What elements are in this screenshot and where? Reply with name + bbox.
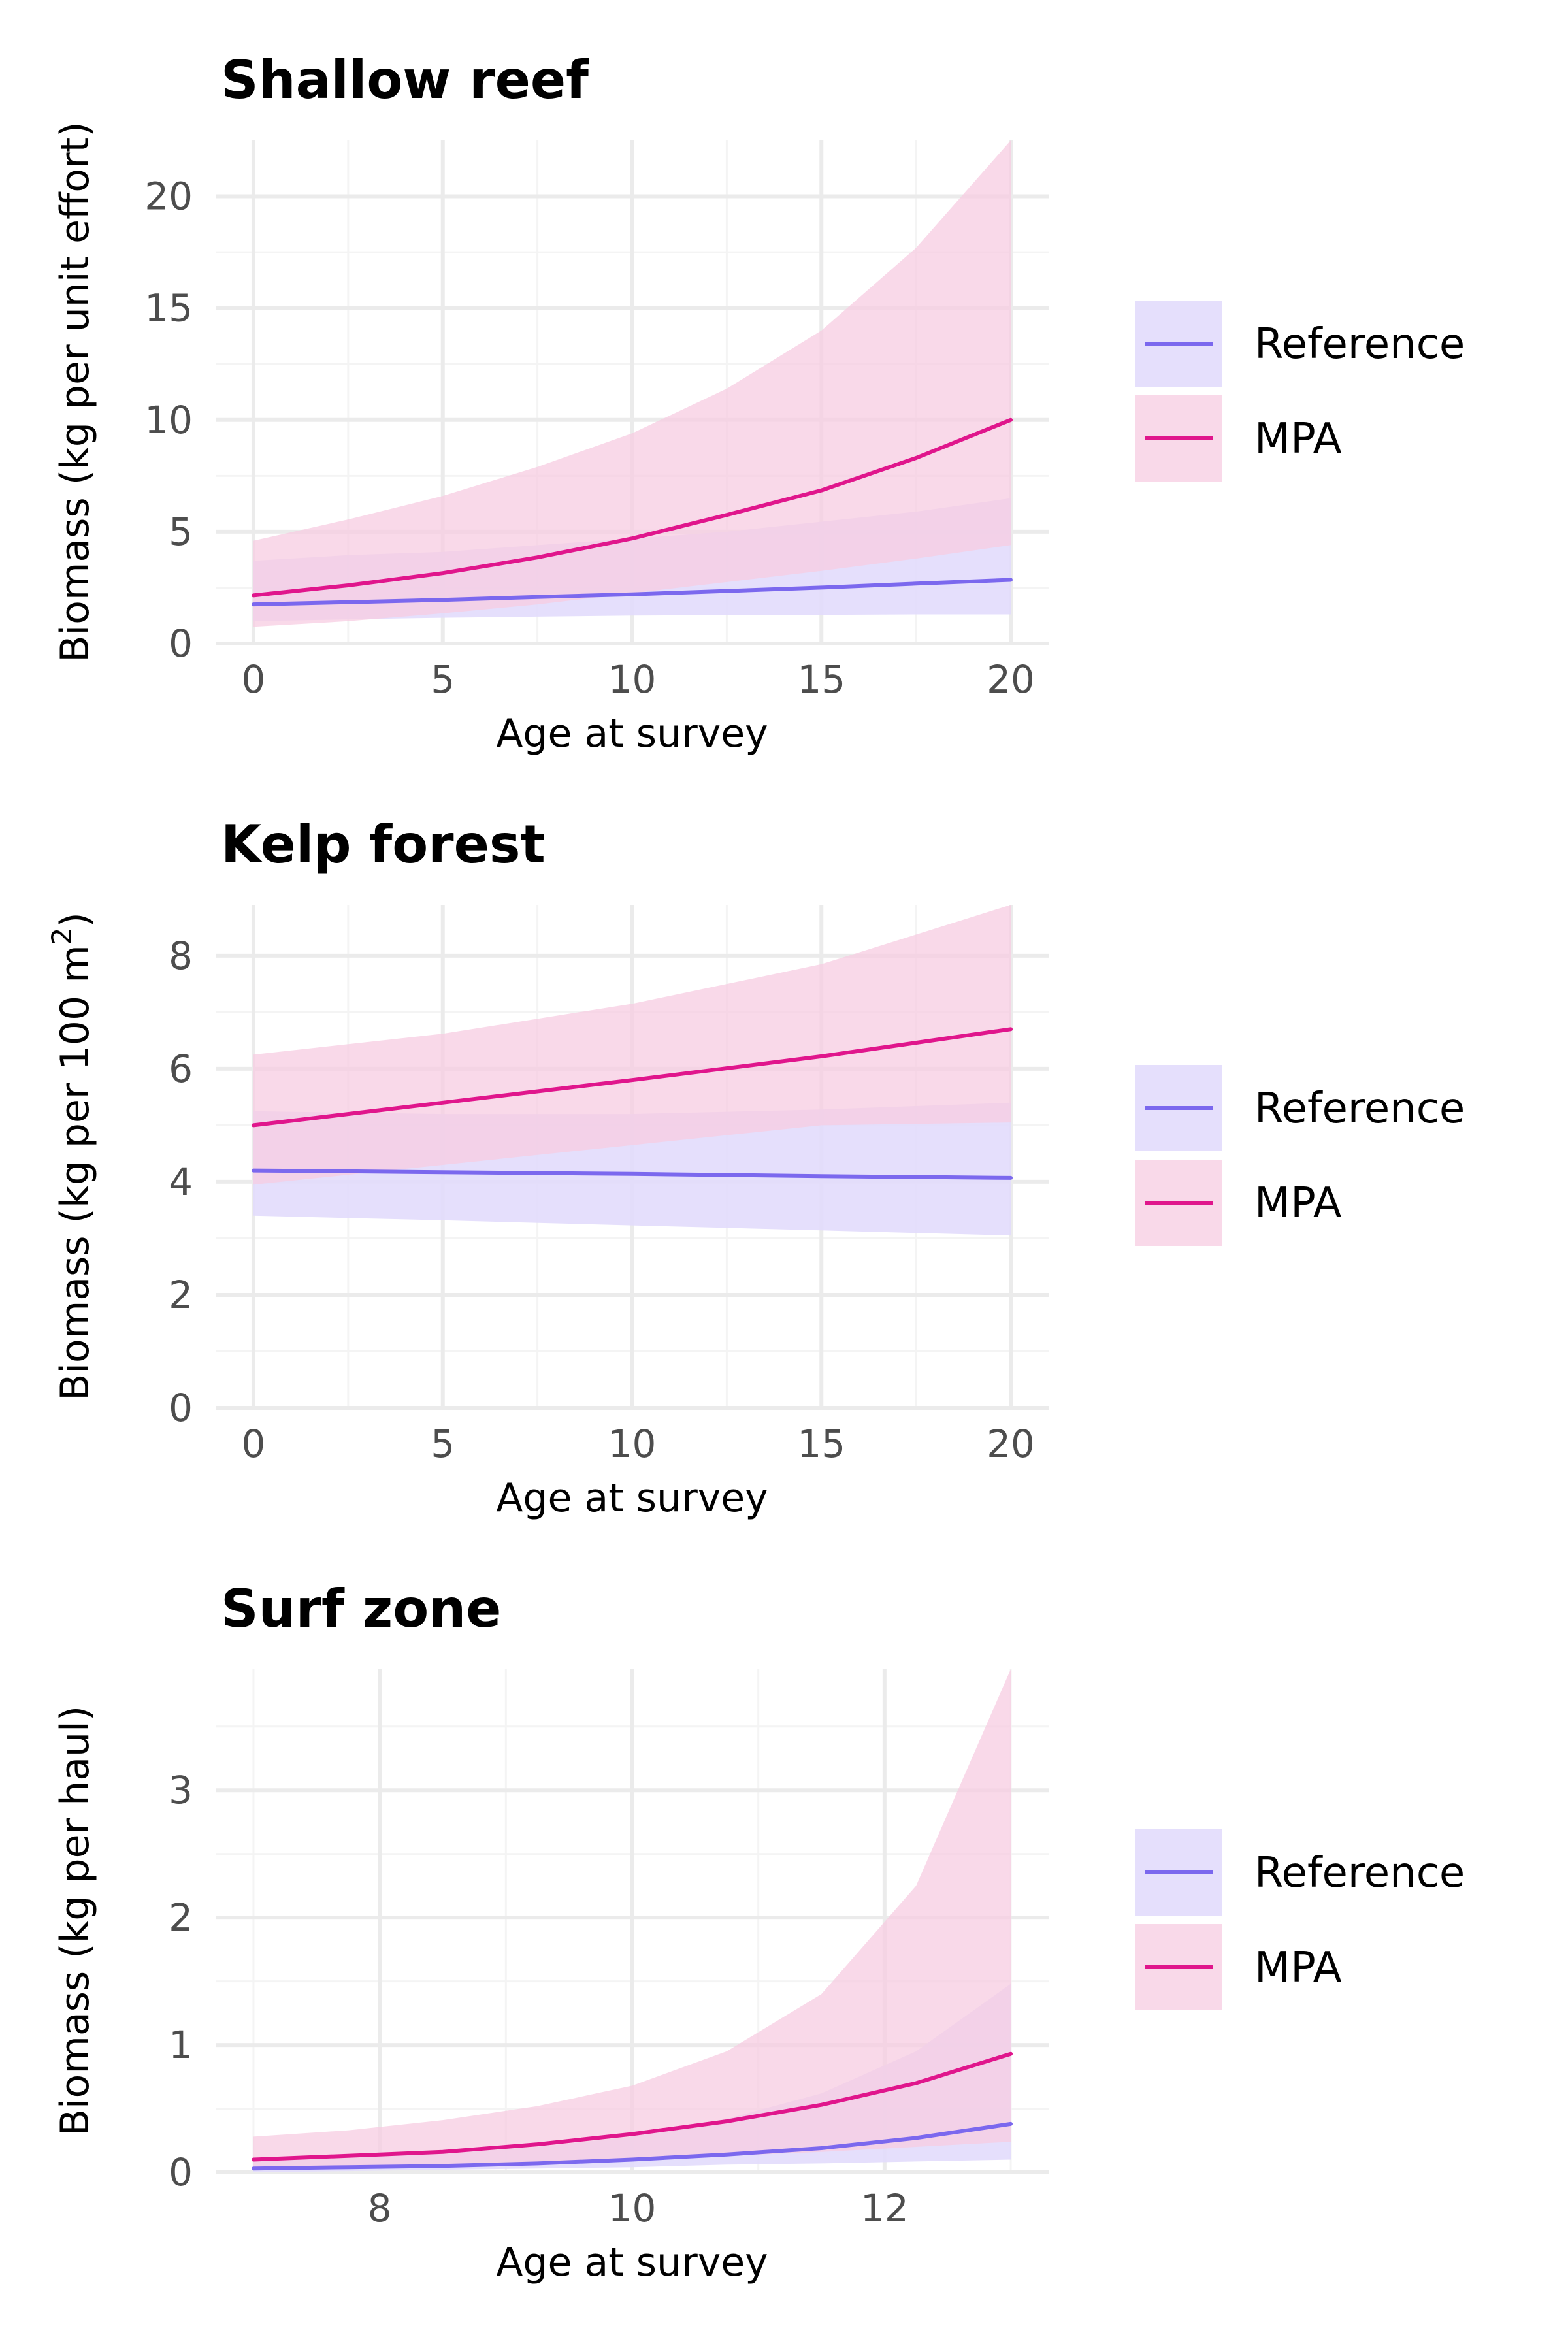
- confidence-band-mpa: [253, 905, 1011, 1185]
- confidence-band-mpa: [253, 1669, 1011, 2170]
- x-tick-label: 10: [608, 1422, 657, 1466]
- y-tick-label: 1: [169, 2023, 193, 2067]
- x-tick-label: 0: [242, 1422, 266, 1466]
- chart-title: Shallow reef: [221, 50, 589, 110]
- gridlines: [216, 140, 1049, 645]
- x-tick-label: 20: [987, 657, 1035, 702]
- y-tick-label: 3: [169, 1768, 193, 1812]
- y-axis-label: Biomass (kg per 100 m2): [46, 912, 98, 1401]
- x-tick-label: 10: [608, 657, 657, 702]
- x-tick-label: 5: [431, 1422, 455, 1466]
- y-tick-label: 4: [169, 1160, 193, 1204]
- x-tick-label: 8: [368, 2186, 392, 2230]
- y-tick-label: 0: [169, 621, 193, 666]
- y-tick-label: 0: [169, 2150, 193, 2195]
- y-axis-label-text: Biomass (kg per 100 m: [52, 945, 98, 1400]
- y-axis-label-close: ): [52, 912, 98, 927]
- legend-item-mpa: MPA: [1135, 1924, 1342, 2010]
- series-line-reference: [252, 1168, 1013, 1180]
- legend-label: Reference: [1254, 1085, 1465, 1133]
- x-tick-label: 15: [797, 1422, 845, 1466]
- series-line-mpa: [252, 417, 1013, 598]
- legend: Reference MPA: [1135, 1065, 1465, 1246]
- series-line-mpa: [252, 2051, 1013, 2162]
- legend-item-mpa: MPA: [1135, 1160, 1342, 1246]
- y-tick-label: 20: [144, 174, 193, 219]
- legend-item-mpa: MPA: [1135, 395, 1342, 482]
- legend-label: MPA: [1254, 1944, 1342, 1992]
- series-line-mpa: [252, 1027, 1013, 1128]
- y-axis-label-text: Biomass (kg per unit effort): [52, 122, 98, 662]
- legend-label: Reference: [1254, 1849, 1465, 1897]
- y-tick-label: 6: [169, 1047, 193, 1091]
- y-axis-label: Biomass (kg per unit effort): [52, 122, 98, 662]
- y-axis-label-superscript: 2: [46, 928, 78, 945]
- y-axis-label-text: Biomass (kg per haul): [52, 1706, 98, 2136]
- legend-label: Reference: [1254, 320, 1465, 368]
- y-tick-label: 8: [169, 934, 193, 978]
- legend-item-reference: Reference: [1135, 301, 1465, 387]
- x-tick-label: 12: [860, 2186, 909, 2230]
- series-line-reference: [252, 578, 1013, 607]
- x-tick-label: 20: [987, 1422, 1035, 1466]
- y-tick-label: 5: [169, 510, 193, 554]
- y-tick-label: 0: [169, 1386, 193, 1430]
- y-tick-label: 2: [169, 1895, 193, 1940]
- legend-item-reference: Reference: [1135, 1065, 1465, 1151]
- legend: Reference MPA: [1135, 301, 1465, 482]
- y-axis-label: Biomass (kg per haul): [52, 1706, 98, 2136]
- chart-title: Kelp forest: [221, 814, 546, 875]
- y-tick-label: 2: [169, 1273, 193, 1317]
- y-tick-label: 10: [144, 398, 193, 442]
- series-line-reference: [252, 2121, 1013, 2171]
- legend-label: MPA: [1254, 415, 1342, 463]
- legend-item-reference: Reference: [1135, 1829, 1465, 1916]
- legend-label: MPA: [1254, 1179, 1342, 1228]
- y-tick-label: 15: [144, 286, 193, 331]
- x-tick-label: 10: [608, 2186, 657, 2230]
- x-axis-label: Age at survey: [496, 2240, 768, 2285]
- x-tick-label: 15: [797, 657, 845, 702]
- panel-kelp-forest: Kelp forest 0 2 4 6 8 0 5 10 15 20 Age at survey Bio…: [46, 814, 1465, 1521]
- chart-title: Surf zone: [221, 1578, 501, 1639]
- legend: Reference MPA: [1135, 1829, 1465, 2010]
- panel-shallow-reef: Shallow reef 0 5 10 15 20 0 5 10 15 20 Age at surve…: [52, 50, 1465, 757]
- x-axis-label: Age at survey: [496, 711, 768, 757]
- confidence-band-mpa: [253, 140, 1011, 627]
- x-tick-label: 5: [431, 657, 455, 702]
- x-tick-label: 0: [242, 657, 266, 702]
- x-axis-label: Age at survey: [496, 1475, 768, 1521]
